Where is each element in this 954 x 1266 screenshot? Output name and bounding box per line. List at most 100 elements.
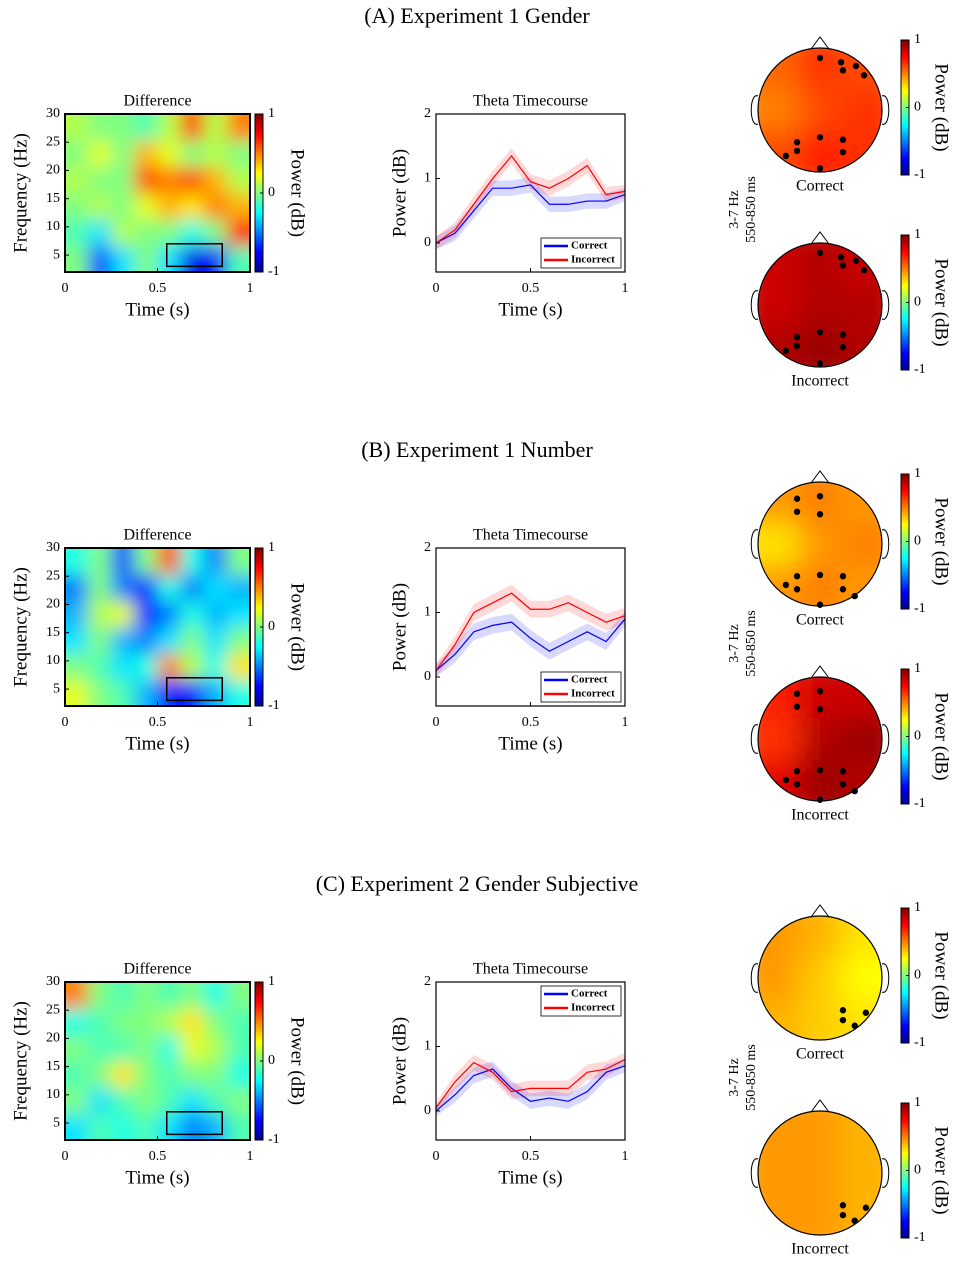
heatmap-cell [111,982,135,1009]
y-axis-label: Power (dB) [389,583,410,671]
topomap-chart: Correct -1 0 1 Power (dB) Incorrect -1 0 1 Power … [727,900,952,1257]
electrode [839,136,847,143]
ear [881,1158,890,1188]
chart-title: Theta Timecourse [473,527,588,544]
heatmap-cell [111,653,135,681]
head-outline [757,242,883,368]
heatmap-cell [65,166,89,194]
ear [881,290,890,320]
colorbar-label: Power (dB) [931,497,952,585]
y-tick-label: 1 [424,1039,431,1054]
x-tick-label: 0.5 [522,1149,540,1164]
heatmap-cell [180,140,205,168]
electrode [851,787,858,795]
heatmap-cell [88,653,112,681]
heatmap-cell [88,1008,112,1036]
heatmap-chart: (A) Experiment 1 GenderDifference5101520… [10,3,590,320]
topomap-cell [799,916,842,958]
heatmap-cell [65,1034,89,1062]
electrode [852,257,860,265]
colorbar-tick-label: -1 [914,1035,926,1050]
topomap-cell [758,1152,800,1195]
legend: Correct Incorrect [540,985,622,1017]
heatmap-cell [226,574,250,602]
heatmap-cell [134,627,158,654]
x-tick-label: 0 [62,715,69,730]
legend-label: Incorrect [571,688,615,700]
electrode [816,796,824,803]
legend-label: Correct [571,240,608,252]
topomap-cell [840,916,882,958]
y-tick-label: 5 [53,681,60,696]
y-tick-label: 2 [424,106,431,121]
y-tick-label: 15 [46,1059,60,1074]
y-axis-label: Frequency (Hz) [10,133,31,253]
error-band [436,611,625,677]
electrode [839,67,847,74]
topomap-chart: Correct -1 0 1 Power (dB) Incorrect -1 0 1 Power … [727,466,952,823]
roi-box [166,677,223,702]
colorbar-tick-label: 1 [268,540,275,555]
ear [881,963,890,993]
electrode [839,1211,847,1219]
electrode [839,262,847,269]
y-axis-label: Power (dB) [389,1017,410,1105]
heatmap-cell [157,140,182,168]
topomap-blur [758,916,882,1040]
heatmap-cell [180,982,205,1009]
heatmap-cell [203,140,228,168]
condition-label: Correct [796,1046,845,1063]
panel-title: (C) Experiment 2 Gender Subjective [316,871,639,896]
heatmap-cell [203,1034,228,1062]
electrode [793,703,801,710]
y-axis-label: Frequency (Hz) [10,1001,31,1121]
head-outline [757,47,883,173]
colorbar-tick-label: -1 [914,362,926,377]
heatmap-cell [134,1034,158,1062]
heatmap-cell [111,245,135,272]
colorbar-tick-label: -1 [914,601,926,616]
x-tick-label: 0.5 [149,1149,167,1164]
nose [810,231,830,245]
electrode [851,1217,858,1224]
y-tick-label: 30 [46,974,60,989]
x-tick-label: 0 [433,281,440,296]
x-tick-label: 0 [433,1149,440,1164]
ear [750,724,759,754]
heatmap-cell [226,114,250,141]
topomap-cell [840,325,882,367]
topomap-cell [799,564,842,606]
electrode [816,601,824,608]
x-axis-label: Time (s) [125,733,189,754]
colorbar-tick-label: 0 [268,185,275,200]
topomap-surface [758,916,882,1040]
heatmap-cell [134,653,158,681]
heatmap-cell [65,1008,89,1036]
y-tick-label: 5 [53,1115,60,1130]
y-tick-label: 15 [46,625,60,640]
x-tick-label: 0 [62,281,69,296]
x-tick-label: 1 [622,1149,629,1164]
heatmap-cell [203,982,228,1009]
heatmap-cell [226,1061,250,1088]
heatmap-cell [88,166,112,194]
band-label: 550-850 ms [744,610,759,677]
topomap-cell [840,523,882,566]
heatmap-cell [88,245,112,272]
heatmap-cell [203,193,228,220]
electrode [793,334,801,341]
heatmap-cell [134,1008,158,1036]
roi-box [166,1111,223,1136]
heatmap-cell [111,114,135,141]
heatmap-cell [180,114,205,141]
colorbar-tick-label: 1 [914,466,921,481]
y-tick-label: 30 [46,540,60,555]
heatmap-cell [203,1087,228,1115]
topomap-cell [758,284,800,327]
colorbar-label: Power (dB) [931,931,952,1019]
heatmap-cell [65,1061,89,1088]
y-tick-label: 20 [46,163,60,178]
heatmap-cell [226,219,250,247]
topomap-cell [758,916,800,958]
ear [881,95,890,125]
